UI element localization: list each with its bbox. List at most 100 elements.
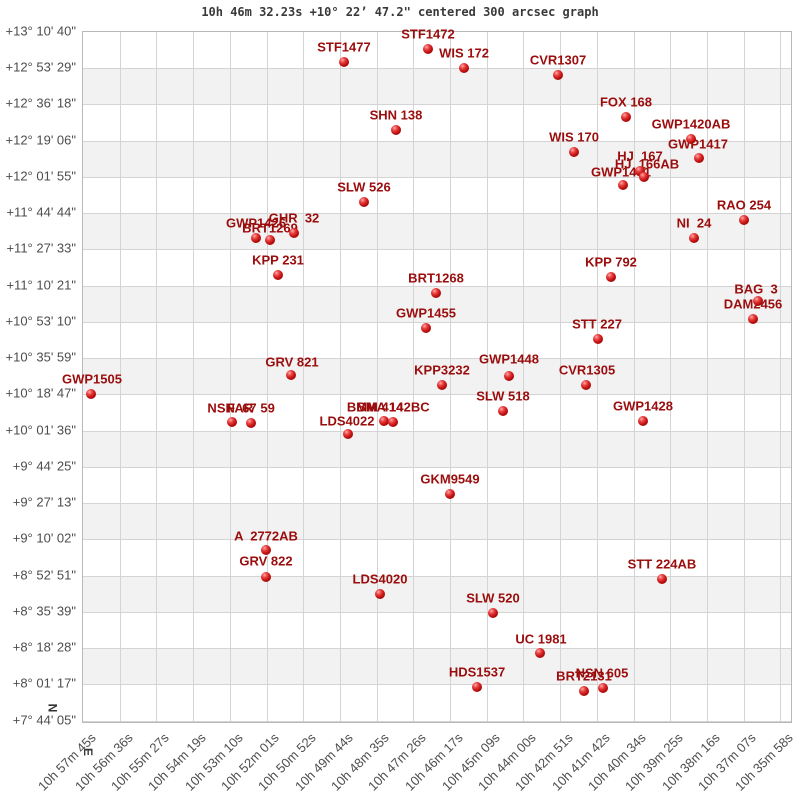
horizontal-gridline [83,721,791,722]
star-marker [657,574,667,584]
star-label: FOX 168 [599,94,653,110]
star-label: STT 224AB [627,556,697,572]
star-marker [739,215,749,225]
star-label: BMM 414 [346,399,404,415]
star-label: A 2772AB [234,528,298,544]
horizontal-gridline [83,286,791,287]
vertical-gridline [597,32,598,722]
star-marker [227,417,237,427]
star-label: UC 1981 [515,631,567,647]
horizontal-gridline [83,104,791,105]
star-label: STT 227 [572,316,622,332]
star-label: FAR 59 [227,400,275,416]
row-band [83,68,791,105]
star-marker [694,153,704,163]
vertical-gridline [340,32,341,722]
vertical-gridline [156,32,157,722]
y-axis-tick-label: +8° 18' 28" [12,639,76,655]
star-marker [431,288,441,298]
y-axis-tick-label: +11° 27' 33" [6,240,76,256]
star-label: KPP3232 [414,362,470,378]
star-marker [606,272,616,282]
star-label: GWP1420AB [651,116,731,132]
vertical-gridline [707,32,708,722]
y-axis-tick-label: +8° 01' 17" [12,675,76,691]
star-label: GRV 822 [239,553,293,569]
y-axis-tick-label: +9° 44' 25" [12,458,76,474]
horizontal-gridline [83,177,791,178]
star-marker [598,683,608,693]
star-marker [388,417,398,427]
y-axis-tick-label: +10° 35' 59" [5,349,77,365]
star-label: HDS1537 [448,664,506,680]
star-marker [581,380,591,390]
star-marker [459,63,469,73]
vertical-gridline [780,32,781,722]
star-label: HJ 166AB [614,156,680,172]
y-axis-tick-label: +8° 35' 39" [12,603,76,619]
star-label: SLW 518 [476,388,530,404]
star-marker [569,147,579,157]
vertical-gridline [413,32,414,722]
star-label: BMA 142BC [356,399,430,415]
vertical-gridline [744,32,745,722]
horizontal-gridline [83,431,791,432]
star-marker [639,172,649,182]
vertical-gridline [120,32,121,722]
star-marker [86,389,96,399]
star-label: KPP 231 [252,252,304,268]
star-label: GWP1426 [226,215,286,231]
star-marker [273,270,283,280]
star-marker [686,134,696,144]
row-band [83,358,791,395]
vertical-gridline [634,32,635,722]
star-label: GWP1455 [396,305,456,321]
y-axis-tick-label: +8° 52' 51" [12,567,76,583]
horizontal-gridline [83,684,791,685]
star-marker [379,416,389,426]
horizontal-gridline [83,467,791,468]
horizontal-gridline [83,213,791,214]
y-axis-tick-label: +9° 10' 02" [12,530,76,546]
star-label: KPP 792 [585,254,637,270]
vertical-gridline [230,32,231,722]
star-marker [261,545,271,555]
y-axis-tick-label: +10° 18' 47" [5,385,77,401]
star-label: SHN 138 [369,107,423,123]
star-label: NSN 605 [575,665,629,681]
horizontal-gridline [83,249,791,250]
star-label: GKM9549 [420,471,480,487]
star-marker [251,233,261,243]
vertical-gridline [523,32,524,722]
star-marker [535,648,545,658]
star-marker [638,416,648,426]
horizontal-gridline [83,322,791,323]
star-label: GRV 821 [265,354,319,370]
y-axis-tick-label: +13° 10' 40" [5,23,77,39]
y-axis-tick-label: +12° 36' 18" [5,95,77,111]
star-marker [261,572,271,582]
star-label: NSN 67 [207,400,257,416]
star-marker [375,589,385,599]
star-label: BRT1269 [242,220,298,236]
star-marker [579,686,589,696]
vertical-gridline [450,32,451,722]
star-label: GHR 32 [268,210,320,226]
horizontal-gridline [83,358,791,359]
row-band [83,140,791,177]
horizontal-gridline [83,612,791,613]
star-label: RAO 254 [716,197,772,213]
star-marker [472,682,482,692]
vertical-gridline [487,32,488,722]
horizontal-gridline [83,576,791,577]
y-axis-tick-label: +11° 44' 44" [6,204,76,220]
star-marker [437,380,447,390]
horizontal-gridline [83,394,791,395]
star-marker [504,371,514,381]
star-marker [618,180,628,190]
star-label: CVR1305 [558,362,616,378]
star-label: HJ 167 [617,148,663,164]
vertical-gridline [560,32,561,722]
row-band [83,213,791,250]
horizontal-gridline [83,68,791,69]
